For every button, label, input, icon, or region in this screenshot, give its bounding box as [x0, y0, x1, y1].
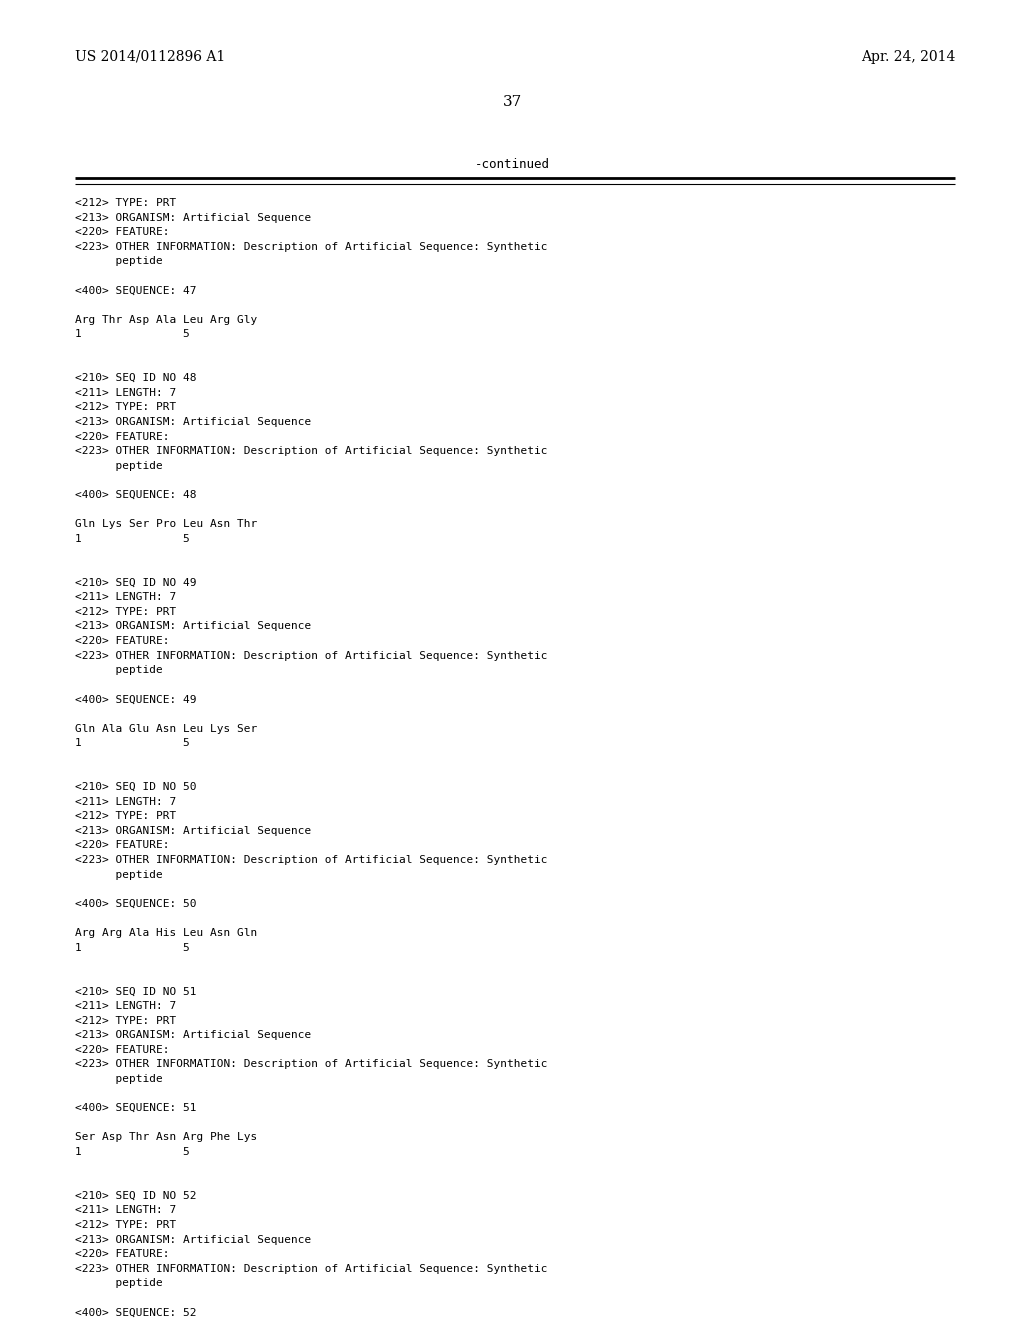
Text: <400> SEQUENCE: 48: <400> SEQUENCE: 48 [75, 490, 197, 500]
Text: <211> LENGTH: 7: <211> LENGTH: 7 [75, 1001, 176, 1011]
Text: <223> OTHER INFORMATION: Description of Artificial Sequence: Synthetic: <223> OTHER INFORMATION: Description of … [75, 651, 548, 660]
Text: <210> SEQ ID NO 51: <210> SEQ ID NO 51 [75, 986, 197, 997]
Text: <223> OTHER INFORMATION: Description of Artificial Sequence: Synthetic: <223> OTHER INFORMATION: Description of … [75, 1263, 548, 1274]
Text: <213> ORGANISM: Artificial Sequence: <213> ORGANISM: Artificial Sequence [75, 417, 311, 426]
Text: <223> OTHER INFORMATION: Description of Artificial Sequence: Synthetic: <223> OTHER INFORMATION: Description of … [75, 855, 548, 865]
Text: <211> LENGTH: 7: <211> LENGTH: 7 [75, 593, 176, 602]
Text: peptide: peptide [75, 461, 163, 471]
Text: <400> SEQUENCE: 47: <400> SEQUENCE: 47 [75, 285, 197, 296]
Text: <212> TYPE: PRT: <212> TYPE: PRT [75, 812, 176, 821]
Text: <210> SEQ ID NO 52: <210> SEQ ID NO 52 [75, 1191, 197, 1201]
Text: <212> TYPE: PRT: <212> TYPE: PRT [75, 1015, 176, 1026]
Text: <213> ORGANISM: Artificial Sequence: <213> ORGANISM: Artificial Sequence [75, 622, 311, 631]
Text: <400> SEQUENCE: 52: <400> SEQUENCE: 52 [75, 1308, 197, 1317]
Text: Ser Asp Thr Asn Arg Phe Lys: Ser Asp Thr Asn Arg Phe Lys [75, 1133, 257, 1142]
Text: <212> TYPE: PRT: <212> TYPE: PRT [75, 198, 176, 209]
Text: 1               5: 1 5 [75, 1147, 189, 1158]
Text: <223> OTHER INFORMATION: Description of Artificial Sequence: Synthetic: <223> OTHER INFORMATION: Description of … [75, 1060, 548, 1069]
Text: -continued: -continued [474, 158, 550, 172]
Text: peptide: peptide [75, 870, 163, 879]
Text: <220> FEATURE:: <220> FEATURE: [75, 636, 170, 645]
Text: peptide: peptide [75, 1074, 163, 1084]
Text: <400> SEQUENCE: 49: <400> SEQUENCE: 49 [75, 694, 197, 705]
Text: <223> OTHER INFORMATION: Description of Artificial Sequence: Synthetic: <223> OTHER INFORMATION: Description of … [75, 242, 548, 252]
Text: <211> LENGTH: 7: <211> LENGTH: 7 [75, 388, 176, 397]
Text: 1               5: 1 5 [75, 330, 189, 339]
Text: <212> TYPE: PRT: <212> TYPE: PRT [75, 1220, 176, 1230]
Text: <223> OTHER INFORMATION: Description of Artificial Sequence: Synthetic: <223> OTHER INFORMATION: Description of … [75, 446, 548, 457]
Text: Gln Lys Ser Pro Leu Asn Thr: Gln Lys Ser Pro Leu Asn Thr [75, 519, 257, 529]
Text: 1               5: 1 5 [75, 533, 189, 544]
Text: <213> ORGANISM: Artificial Sequence: <213> ORGANISM: Artificial Sequence [75, 213, 311, 223]
Text: <213> ORGANISM: Artificial Sequence: <213> ORGANISM: Artificial Sequence [75, 1234, 311, 1245]
Text: <220> FEATURE:: <220> FEATURE: [75, 1045, 170, 1055]
Text: <213> ORGANISM: Artificial Sequence: <213> ORGANISM: Artificial Sequence [75, 1030, 311, 1040]
Text: Arg Arg Ala His Leu Asn Gln: Arg Arg Ala His Leu Asn Gln [75, 928, 257, 939]
Text: Arg Thr Asp Ala Leu Arg Gly: Arg Thr Asp Ala Leu Arg Gly [75, 314, 257, 325]
Text: 37: 37 [503, 95, 521, 110]
Text: <212> TYPE: PRT: <212> TYPE: PRT [75, 403, 176, 412]
Text: <400> SEQUENCE: 51: <400> SEQUENCE: 51 [75, 1104, 197, 1113]
Text: <210> SEQ ID NO 49: <210> SEQ ID NO 49 [75, 578, 197, 587]
Text: peptide: peptide [75, 1278, 163, 1288]
Text: <213> ORGANISM: Artificial Sequence: <213> ORGANISM: Artificial Sequence [75, 826, 311, 836]
Text: <210> SEQ ID NO 50: <210> SEQ ID NO 50 [75, 781, 197, 792]
Text: <211> LENGTH: 7: <211> LENGTH: 7 [75, 1205, 176, 1216]
Text: 1               5: 1 5 [75, 738, 189, 748]
Text: <212> TYPE: PRT: <212> TYPE: PRT [75, 607, 176, 616]
Text: <210> SEQ ID NO 48: <210> SEQ ID NO 48 [75, 374, 197, 383]
Text: peptide: peptide [75, 256, 163, 267]
Text: peptide: peptide [75, 665, 163, 676]
Text: <211> LENGTH: 7: <211> LENGTH: 7 [75, 796, 176, 807]
Text: <220> FEATURE:: <220> FEATURE: [75, 227, 170, 238]
Text: <220> FEATURE:: <220> FEATURE: [75, 841, 170, 850]
Text: 1               5: 1 5 [75, 942, 189, 953]
Text: US 2014/0112896 A1: US 2014/0112896 A1 [75, 50, 225, 63]
Text: <220> FEATURE:: <220> FEATURE: [75, 432, 170, 442]
Text: <220> FEATURE:: <220> FEATURE: [75, 1249, 170, 1259]
Text: Apr. 24, 2014: Apr. 24, 2014 [860, 50, 955, 63]
Text: <400> SEQUENCE: 50: <400> SEQUENCE: 50 [75, 899, 197, 908]
Text: Gln Ala Glu Asn Leu Lys Ser: Gln Ala Glu Asn Leu Lys Ser [75, 723, 257, 734]
